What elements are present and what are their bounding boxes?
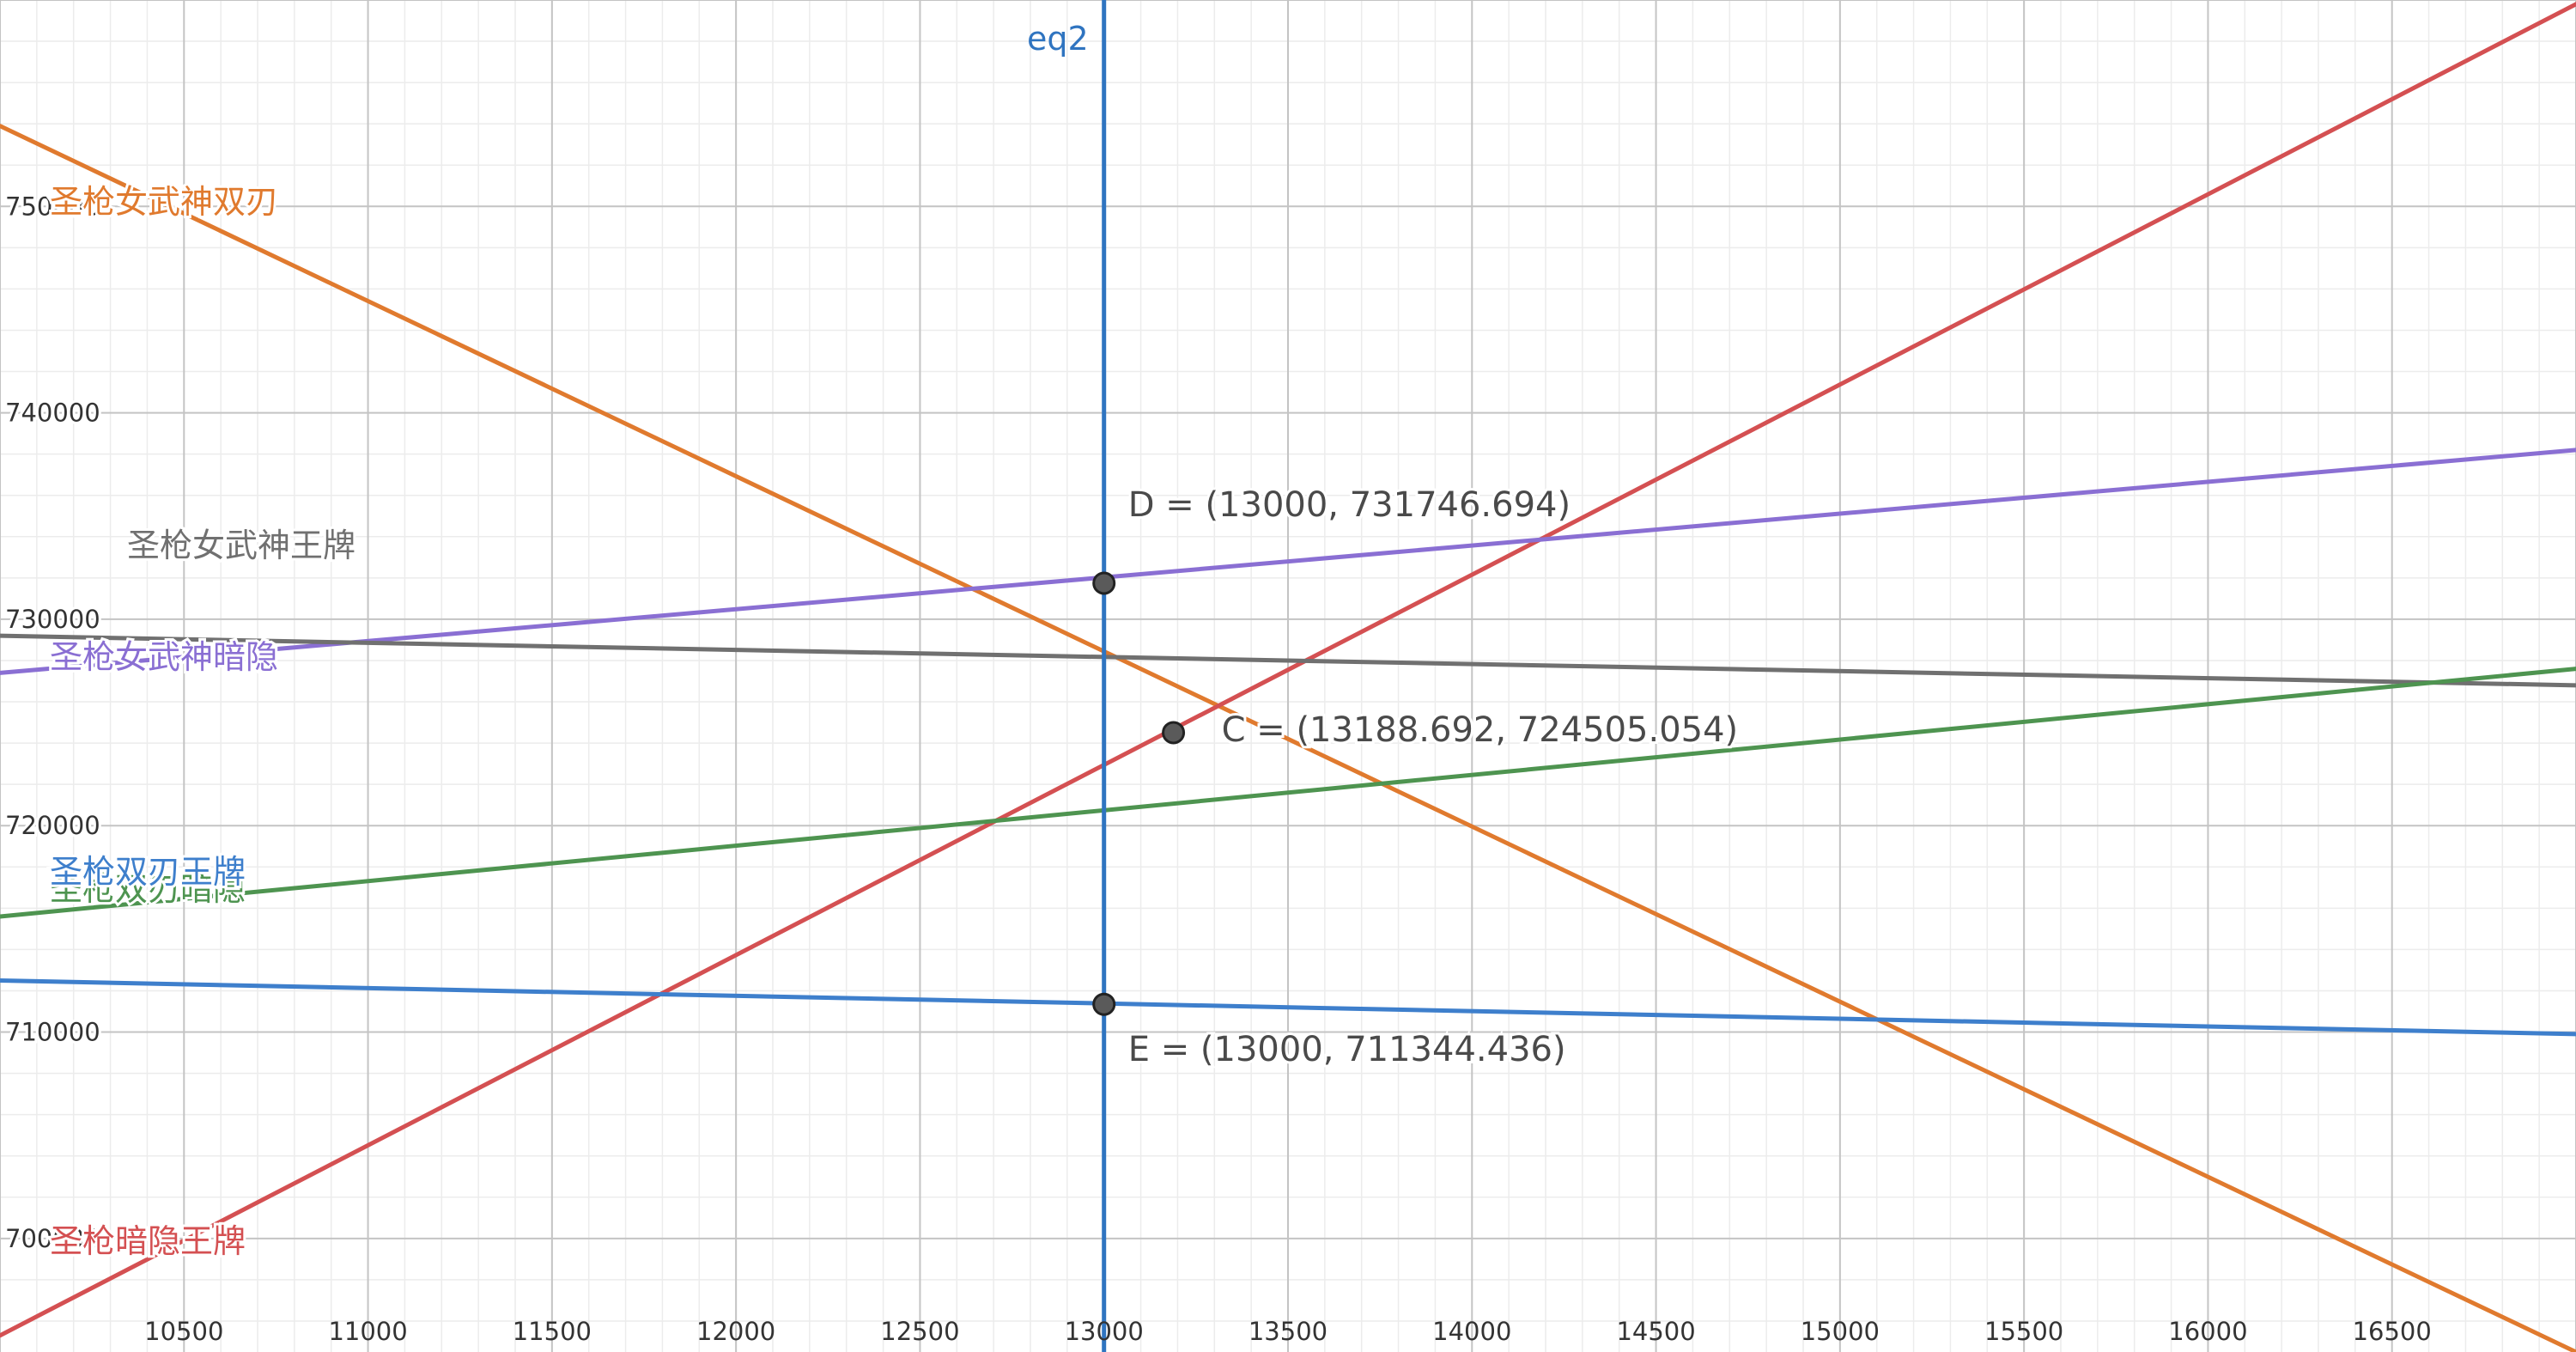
x-tick-label: 16500 <box>2353 1317 2432 1346</box>
x-tick-label: 13000 <box>1065 1317 1144 1346</box>
vertical-line-label: eq2 <box>1027 20 1089 58</box>
series-label-0: 圣枪女武神双刃 <box>50 183 278 221</box>
x-tick-label: 12000 <box>696 1317 775 1346</box>
y-tick-label: 750000 <box>5 192 100 221</box>
series-label-4: 圣枪双刃暗隐 <box>50 870 246 908</box>
series-label-5: 圣枪双刃王牌 <box>50 853 246 891</box>
x-tick-label: 11500 <box>513 1317 592 1346</box>
series-line-3[interactable] <box>0 633 2576 688</box>
vertical-lines: eq2 <box>1027 0 1107 1352</box>
series-line-4[interactable] <box>0 667 2576 919</box>
y-tick-label: 730000 <box>5 605 100 634</box>
point-marker[interactable] <box>1092 992 1116 1016</box>
y-tick-label: 720000 <box>5 811 100 840</box>
series-line-5[interactable] <box>0 977 2576 1037</box>
intersection-points[interactable]: D = (13000, 731746.694) C = (13188.692, 7… <box>1092 483 1741 1072</box>
series-line-0[interactable] <box>0 124 2576 1352</box>
x-tick-label: 15500 <box>1984 1317 2063 1346</box>
x-tick-label: 13500 <box>1249 1317 1327 1346</box>
point-marker[interactable] <box>1162 721 1186 745</box>
y-tick-label: 700000 <box>5 1224 100 1253</box>
point-label: C = (13188.692, 724505.054) <box>1222 710 1739 750</box>
series-label-1: 圣枪暗隐王牌 <box>50 1222 246 1260</box>
series-line-2[interactable] <box>0 448 2576 675</box>
x-tick-label: 14000 <box>1432 1317 1511 1346</box>
point-label: D = (13000, 731746.694) <box>1128 485 1571 525</box>
y-axis-tick-labels: 700000 710000 720000 730000 740000 750000 <box>3 189 103 1256</box>
x-tick-label: 10500 <box>144 1317 223 1346</box>
series-label-3: 圣枪女武神王牌 <box>127 527 355 564</box>
point-label: E = (13000, 711344.436) <box>1128 1030 1566 1069</box>
x-tick-label: 16000 <box>2168 1317 2247 1346</box>
y-tick-label: 740000 <box>5 399 100 428</box>
x-tick-label: 14500 <box>1616 1317 1695 1346</box>
point-marker[interactable] <box>1092 571 1116 595</box>
x-tick-label: 12500 <box>880 1317 959 1346</box>
series-label-2: 圣枪女武神暗隐 <box>50 638 278 676</box>
x-axis-tick-labels: 10500 11000 11500 12000 12500 13000 13500 14000… <box>144 1317 2432 1346</box>
x-tick-label: 15000 <box>1801 1317 1880 1346</box>
x-tick-label: 11000 <box>328 1317 407 1346</box>
y-tick-label: 710000 <box>5 1018 100 1047</box>
